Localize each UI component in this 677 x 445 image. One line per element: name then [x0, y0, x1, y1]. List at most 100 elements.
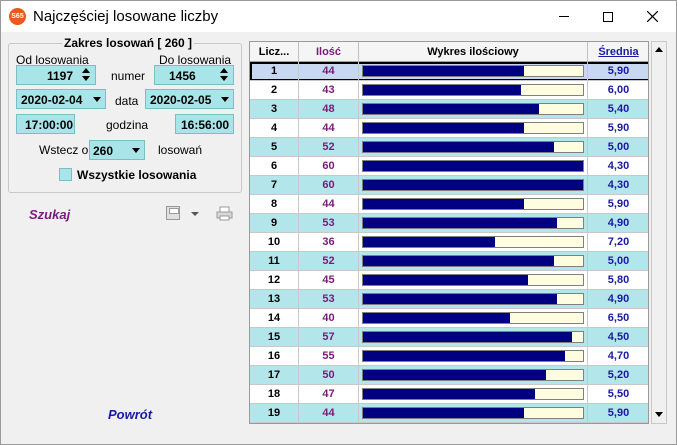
- table-row[interactable]: 1 44 5,90: [250, 62, 648, 81]
- cell-average: 5,90: [588, 62, 648, 81]
- bar-fill: [363, 275, 528, 285]
- scroll-down-icon[interactable]: [652, 407, 666, 423]
- bar-fill: [363, 332, 572, 342]
- cell-average: 5,40: [588, 423, 649, 424]
- table-row[interactable]: 16 55 4,70: [250, 347, 648, 366]
- table-row[interactable]: 9 53 4,90: [250, 214, 648, 233]
- table-row[interactable]: 3 48 5,40: [250, 100, 648, 119]
- back-by-label: Wstecz o: [39, 143, 89, 157]
- search-button[interactable]: Szukaj: [29, 207, 71, 222]
- table-row[interactable]: 5 52 5,00: [250, 138, 648, 157]
- cell-chart: [359, 252, 588, 271]
- to-number-value: 1456: [169, 69, 196, 83]
- title-bar: S65 Najczęściej losowane liczby: [1, 1, 676, 32]
- draw-range-group: Zakres losowań [ 260 ]: [8, 36, 242, 193]
- save-chevron-down-icon[interactable]: [191, 212, 199, 216]
- table-row[interactable]: 12 45 5,80: [250, 271, 648, 290]
- table-row[interactable]: 19 44 5,90: [250, 404, 648, 423]
- cell-number: 17: [250, 366, 299, 385]
- from-number-spin-icon[interactable]: [82, 67, 91, 83]
- table-row[interactable]: 4 44 5,90: [250, 119, 648, 138]
- close-button[interactable]: [630, 1, 675, 32]
- bar-fill: [363, 161, 583, 171]
- cell-quantity: 44: [299, 404, 359, 423]
- table-row[interactable]: 7 60 4,30: [250, 176, 648, 195]
- cell-average: 4,90: [588, 290, 648, 309]
- table-row[interactable]: 10 36 7,20: [250, 233, 648, 252]
- bar-track: [362, 141, 584, 153]
- cell-number: 12: [250, 271, 299, 290]
- cell-quantity: 44: [299, 195, 359, 214]
- cell-number: 8: [250, 195, 299, 214]
- bar-fill: [363, 104, 539, 114]
- cell-average: 4,30: [588, 157, 648, 176]
- back-by-chevron-down-icon[interactable]: [132, 148, 140, 153]
- from-date-chevron-down-icon[interactable]: [93, 97, 101, 102]
- bar-track: [362, 84, 584, 96]
- cell-quantity: 57: [299, 328, 359, 347]
- all-draws-checkbox[interactable]: [59, 168, 72, 181]
- to-date-chevron-down-icon[interactable]: [221, 97, 229, 102]
- to-date-picker[interactable]: 2020-02-05: [145, 89, 234, 109]
- bar-track: [362, 293, 584, 305]
- save-icon[interactable]: [166, 206, 180, 220]
- cell-quantity: 52: [299, 138, 359, 157]
- table-scrollbar[interactable]: [651, 41, 667, 424]
- table-row[interactable]: 2 43 6,00: [250, 81, 648, 100]
- numbers-table[interactable]: Licz... Ilość Wykres ilościowy Średnia 1…: [249, 41, 649, 424]
- bar-fill: [363, 199, 524, 209]
- bar-fill: [363, 142, 554, 152]
- header-number[interactable]: Licz...: [250, 42, 299, 62]
- cell-average: 7,20: [588, 233, 648, 252]
- table-row[interactable]: 14 40 6,50: [250, 309, 648, 328]
- bar-track: [362, 217, 584, 229]
- header-average[interactable]: Średnia: [588, 42, 648, 62]
- table-row[interactable]: 11 52 5,00: [250, 252, 648, 271]
- from-date-picker[interactable]: 2020-02-04: [16, 89, 106, 109]
- cell-chart: [359, 309, 588, 328]
- cell-quantity: 40: [299, 309, 359, 328]
- minimize-button[interactable]: [541, 1, 586, 32]
- bar-track: [362, 103, 584, 115]
- header-quantity[interactable]: Ilość: [299, 42, 359, 62]
- cell-chart: [359, 347, 588, 366]
- cell-average: 5,00: [588, 138, 648, 157]
- cell-quantity: 45: [299, 271, 359, 290]
- cell-number: 11: [250, 252, 299, 271]
- cell-chart: [359, 81, 588, 100]
- table-row[interactable]: 13 53 4,90: [250, 290, 648, 309]
- cell-quantity: 60: [299, 176, 359, 195]
- cell-average: 5,00: [588, 252, 648, 271]
- from-time-field[interactable]: 17:00:00: [16, 114, 75, 134]
- table-row[interactable]: 17 50 5,20: [250, 366, 648, 385]
- table-row[interactable]: 15 57 4,50: [250, 328, 648, 347]
- cell-number: 16: [250, 347, 299, 366]
- back-by-select[interactable]: 260: [89, 140, 145, 160]
- cell-average: 4,70: [588, 347, 648, 366]
- bar-fill: [363, 313, 510, 323]
- cell-quantity: 48: [299, 100, 359, 119]
- table-row[interactable]: 18 47 5,50: [250, 385, 648, 404]
- cell-chart: [359, 271, 588, 290]
- from-number-stepper[interactable]: 1197: [16, 65, 96, 85]
- to-number-spin-icon[interactable]: [220, 67, 229, 83]
- all-draws-label[interactable]: Wszystkie losowania: [77, 168, 197, 182]
- close-icon: [646, 10, 659, 23]
- maximize-button[interactable]: [585, 1, 630, 32]
- bar-fill: [363, 180, 583, 190]
- to-time-field[interactable]: 16:56:00: [175, 114, 234, 134]
- cell-number: 4: [250, 119, 299, 138]
- print-icon[interactable]: [216, 206, 233, 221]
- back-button[interactable]: Powrót: [108, 407, 153, 422]
- scroll-thumb[interactable]: [653, 60, 665, 420]
- number-label: numer: [111, 69, 146, 83]
- header-chart[interactable]: Wykres ilościowy: [359, 42, 588, 62]
- table-row[interactable]: 8 44 5,90: [250, 195, 648, 214]
- table-row[interactable]: 2048 5,40: [250, 423, 649, 424]
- scroll-up-icon[interactable]: [652, 42, 666, 58]
- table-row[interactable]: 6 60 4,30: [250, 157, 648, 176]
- to-number-stepper[interactable]: 1456: [154, 65, 234, 85]
- bar-fill: [363, 370, 546, 380]
- cell-average: 4,50: [588, 328, 648, 347]
